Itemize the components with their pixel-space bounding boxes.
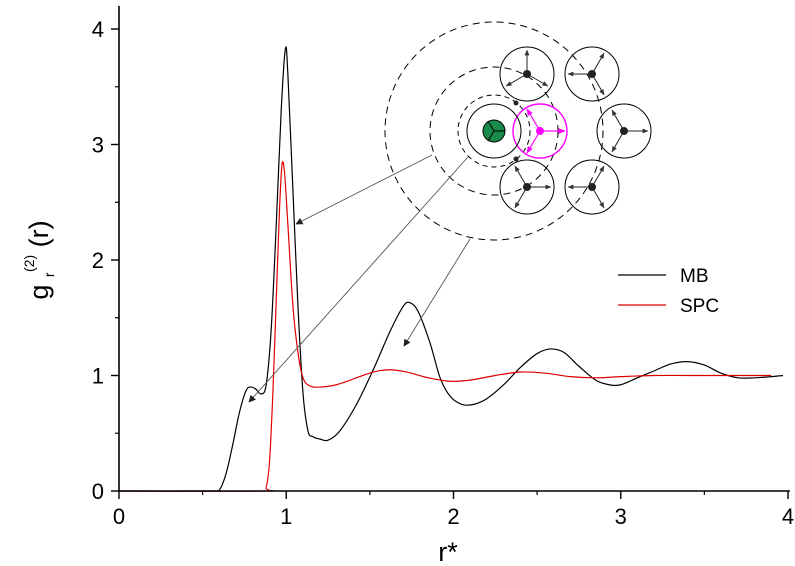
y-axis-title-suffix: (r) xyxy=(24,220,54,247)
series-layer xyxy=(118,46,784,493)
pointer-arrow-inner-peak xyxy=(248,156,469,403)
x-tick-label: 4 xyxy=(782,504,794,529)
plot-area: 0 1 2 3 4 0 1 2 3 4 xyxy=(92,5,794,529)
neighbor-particle xyxy=(564,46,620,102)
outer-dashed-shell xyxy=(384,21,604,241)
bond-node xyxy=(513,156,519,162)
y-tick-label: 2 xyxy=(92,248,104,273)
x-axis-title: r* xyxy=(438,537,458,566)
legend-label-spc: SPC xyxy=(680,296,719,317)
svg-text:g r (2) (r): g r (2) (r) xyxy=(10,220,60,299)
inner-dashed-shell xyxy=(457,94,531,168)
pointer-arrow-second-peak xyxy=(403,238,471,347)
legend-label-mb: MB xyxy=(680,266,709,287)
legend: MB SPC xyxy=(618,266,719,317)
neighbor-particle xyxy=(499,46,555,102)
x-tick-label: 0 xyxy=(113,504,125,529)
neighbor-particle xyxy=(596,103,652,159)
y-axis-title: g r (2) (r) xyxy=(10,220,60,299)
y-tick-label: 0 xyxy=(92,479,104,504)
y-axis-title-superscript: (2) xyxy=(21,255,37,272)
shell-schematic xyxy=(248,21,652,403)
x-tick-label: 2 xyxy=(447,504,459,529)
y-axis-title-base: g xyxy=(24,285,54,300)
x-tick-label: 1 xyxy=(280,504,292,529)
axes-layer: 0 1 2 3 4 0 1 2 3 4 xyxy=(92,5,794,529)
neighbor-particle xyxy=(499,159,555,215)
y-axis-title-subscript: r xyxy=(41,272,57,277)
y-tick-label: 4 xyxy=(92,17,104,42)
neighbor-particle xyxy=(564,159,620,215)
bond-node xyxy=(513,100,519,106)
highlight-particle xyxy=(512,103,568,159)
series-line-spc xyxy=(118,161,772,492)
series-line-mb xyxy=(118,46,784,493)
y-tick-label: 3 xyxy=(92,133,104,158)
x-tick-label: 3 xyxy=(615,504,627,529)
pointer-arrow-first-peak xyxy=(295,154,433,225)
center-particle xyxy=(466,103,522,159)
y-tick-label: 1 xyxy=(92,364,104,389)
neighbor-particles xyxy=(499,46,652,215)
